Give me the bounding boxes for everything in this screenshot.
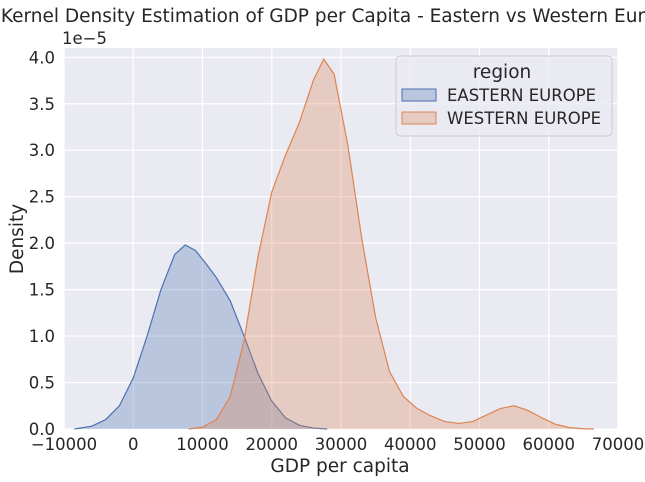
y-tick-label: 3.5 (29, 95, 55, 114)
legend-box (395, 55, 613, 137)
legend-swatch-western-europe (401, 111, 437, 125)
legend-label-eastern-europe: EASTERN EUROPE (447, 86, 596, 105)
y-tick-label: 2.5 (29, 188, 55, 207)
density-line-western-europe (188, 57, 594, 430)
y-tick-label: 1.0 (29, 327, 55, 346)
x-tick-label: 70000 (592, 435, 645, 454)
density-fill-eastern-europe (74, 245, 328, 429)
legend-swatch-eastern-europe (401, 88, 437, 102)
x-tick-label: 40000 (384, 435, 437, 454)
x-tick-label: 10000 (176, 435, 229, 454)
y-tick-label: 0.5 (29, 374, 55, 393)
x-tick-label: 60000 (523, 435, 576, 454)
x-tick-label: 50000 (453, 435, 506, 454)
y-tick-label: 0.0 (29, 420, 55, 439)
y-tick-label: 2.0 (29, 234, 55, 253)
density-line-eastern-europe (74, 244, 328, 430)
x-axis-label: GDP per capita (270, 456, 409, 477)
y-offset-label: 1e−5 (62, 29, 107, 48)
density-fill-western-europe (188, 59, 594, 430)
x-tick-label: −10000 (31, 435, 97, 454)
legend-label-western-europe: WESTERN EUROPE (447, 109, 601, 128)
x-tick-label: 30000 (315, 435, 368, 454)
y-axis-ticks: 0.0 0.5 1.0 1.5 2.0 2.5 3.0 3.5 4.0 (29, 48, 55, 439)
y-axis-label: Density (7, 204, 28, 274)
chart-title: Kernel Density Estimation of GDP per Cap… (1, 6, 645, 27)
legend: region EASTERN EUROPE WESTERN EUROPE (395, 55, 613, 137)
y-tick-label: 4.0 (29, 48, 55, 67)
x-axis-ticks: −10000 0 10000 20000 30000 40000 50000 60000 700… (31, 435, 644, 454)
y-tick-label: 1.5 (29, 281, 55, 300)
x-tick-label: 20000 (246, 435, 299, 454)
y-tick-label: 3.0 (29, 141, 55, 160)
x-tick-label: 0 (128, 435, 139, 454)
density-areas (74, 57, 594, 430)
legend-title: region (473, 62, 532, 83)
